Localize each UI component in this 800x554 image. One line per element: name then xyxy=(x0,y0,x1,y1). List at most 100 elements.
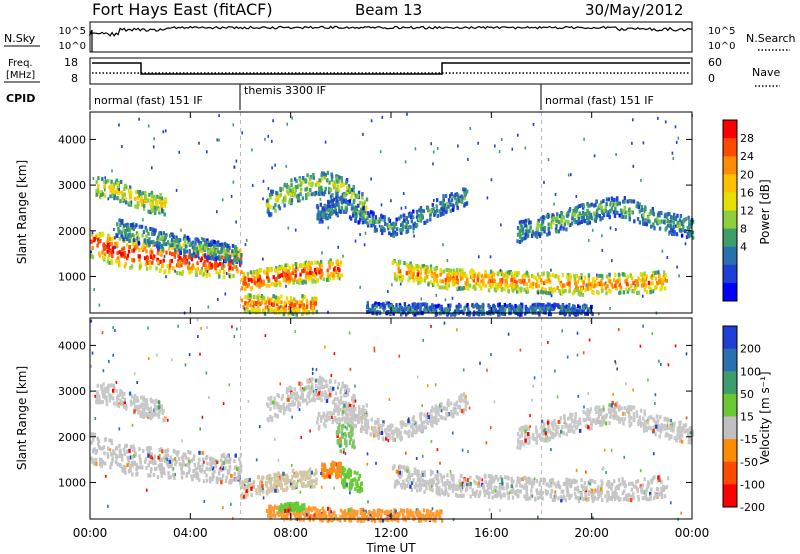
echo-cell xyxy=(568,310,571,315)
noise-point xyxy=(591,228,594,232)
echo-cell xyxy=(182,462,185,467)
echo-cell xyxy=(215,459,218,464)
echo-cell xyxy=(131,233,134,238)
echo-cell xyxy=(426,306,430,311)
echo-cell xyxy=(593,214,596,219)
echo-cell xyxy=(493,305,497,310)
echo-cell xyxy=(448,200,451,205)
echo-cell xyxy=(96,383,99,388)
echo-cell xyxy=(126,242,129,247)
noise-point xyxy=(287,226,290,230)
echo-cell xyxy=(205,255,209,260)
echo-cell xyxy=(332,276,335,281)
echo-cell xyxy=(364,429,367,434)
echo-cell xyxy=(143,459,147,464)
echo-cell xyxy=(543,281,546,286)
echo-cell xyxy=(318,388,322,393)
echo-cell xyxy=(554,216,557,221)
echo-cell xyxy=(495,282,498,287)
echo-cell xyxy=(280,300,283,305)
echo-cell xyxy=(613,197,616,202)
noise-point xyxy=(262,257,264,261)
echo-cell xyxy=(622,214,625,219)
echo-cell xyxy=(521,274,525,279)
echo-cell xyxy=(379,304,382,309)
echo-cell xyxy=(499,306,503,311)
noise-point xyxy=(387,290,389,293)
echo-cell xyxy=(420,278,423,283)
echo-cell xyxy=(345,180,348,185)
echo-cell xyxy=(455,198,459,203)
echo-cell xyxy=(323,204,326,209)
echo-cell xyxy=(110,441,114,446)
noise-point xyxy=(575,195,578,198)
echo-cell xyxy=(569,223,572,228)
echo-cell xyxy=(630,199,633,204)
echo-cell xyxy=(454,196,457,201)
noise-point xyxy=(232,123,235,127)
echo-cell xyxy=(270,486,273,491)
echo-cell xyxy=(550,225,553,230)
echo-cell xyxy=(662,270,666,275)
echo-cell xyxy=(523,287,526,292)
noise-point xyxy=(266,199,268,203)
echo-cell xyxy=(652,289,655,294)
echo-cell xyxy=(121,457,124,462)
echo-cell xyxy=(126,463,129,468)
echo-cell xyxy=(661,278,664,283)
noise-point xyxy=(632,118,634,122)
echo-cell xyxy=(347,401,350,406)
noise-point xyxy=(517,309,520,313)
echo-cell xyxy=(240,495,243,500)
echo-cell xyxy=(549,291,552,296)
noise-point xyxy=(390,304,393,307)
echo-cell xyxy=(338,401,341,406)
echo-cell xyxy=(290,481,293,486)
echo-cell xyxy=(216,249,220,254)
echo-cell xyxy=(121,468,124,473)
echo-cell xyxy=(135,472,138,477)
echo-cell xyxy=(337,469,340,474)
echo-cell xyxy=(240,270,243,275)
echo-cell xyxy=(587,275,590,280)
echo-cell xyxy=(194,467,197,472)
cpid-label: CPID xyxy=(6,92,35,105)
echo-cell xyxy=(571,216,574,221)
noise-point xyxy=(251,148,253,152)
echo-cell xyxy=(541,306,544,311)
echo-cell xyxy=(510,307,513,312)
echo-cell xyxy=(394,307,398,311)
echo-cell xyxy=(472,269,475,274)
echo-cell xyxy=(134,239,137,244)
noise-point xyxy=(156,237,158,241)
echo-cell xyxy=(541,222,544,227)
echo-cell xyxy=(462,410,465,415)
echo-cell xyxy=(657,270,660,275)
echo-cell xyxy=(686,226,689,230)
echo-cell xyxy=(105,388,108,393)
echo-cell xyxy=(204,268,207,272)
echo-cell xyxy=(341,182,345,187)
echo-cell xyxy=(681,222,684,227)
echo-cell xyxy=(166,240,170,245)
echo-cell xyxy=(109,452,113,457)
echo-cell xyxy=(348,439,352,444)
noise-point xyxy=(583,137,585,141)
echo-cell xyxy=(290,198,294,203)
echo-cell xyxy=(218,471,221,476)
echo-cell xyxy=(188,459,191,464)
echo-cell xyxy=(137,465,140,470)
echo-cell xyxy=(101,462,104,467)
echo-cell xyxy=(573,278,576,283)
echo-cell xyxy=(569,307,572,312)
echo-cell xyxy=(262,308,265,313)
echo-cell xyxy=(173,476,176,481)
echo-cell xyxy=(537,218,540,223)
echo-cell xyxy=(108,383,112,388)
echo-cell xyxy=(103,392,106,397)
echo-cell xyxy=(623,196,626,200)
echo-cell xyxy=(152,399,155,404)
echo-cell xyxy=(224,258,227,263)
echo-cell xyxy=(506,304,509,309)
